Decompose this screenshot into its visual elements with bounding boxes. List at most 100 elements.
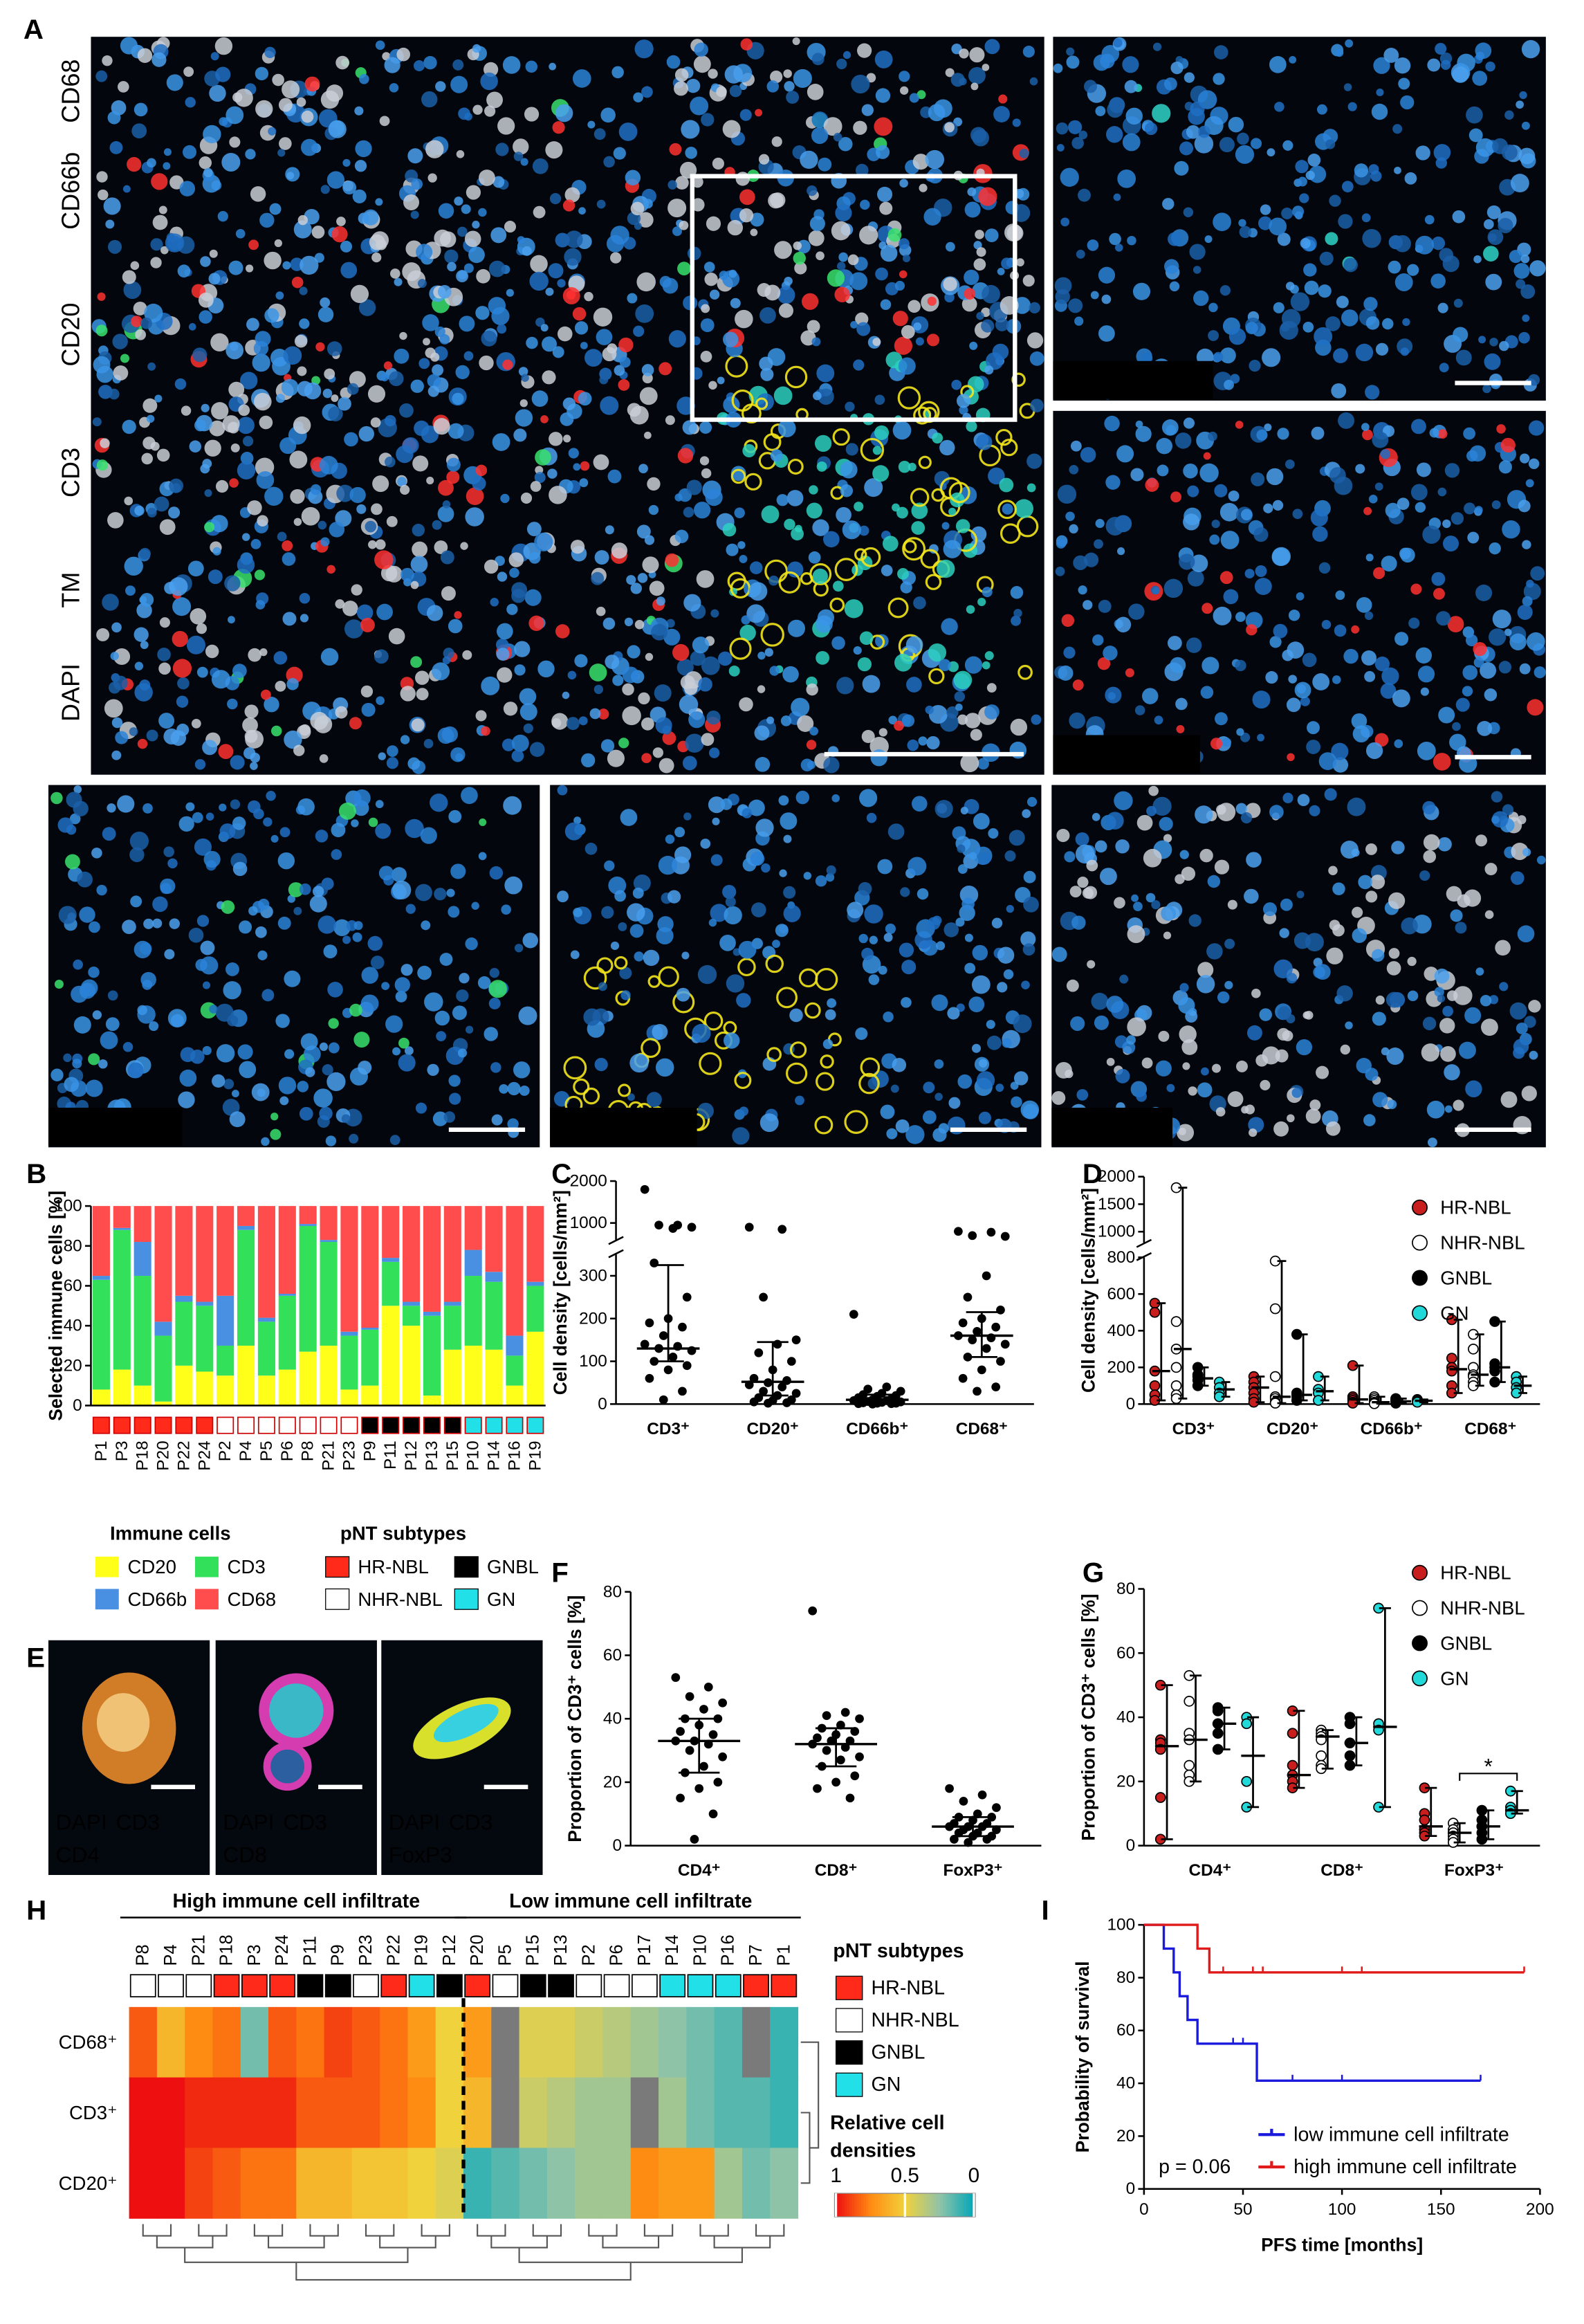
cell <box>934 1092 943 1101</box>
legend-label: GN <box>487 1589 515 1610</box>
cell <box>100 1031 118 1050</box>
heatmap-cell <box>324 2148 353 2219</box>
colorbar-slice <box>963 2193 966 2217</box>
cell <box>342 181 357 195</box>
cell <box>1166 1083 1175 1092</box>
bar-segment <box>299 1225 317 1352</box>
cell <box>813 391 822 401</box>
cell <box>793 68 812 88</box>
cell <box>113 365 129 381</box>
cell <box>442 656 451 665</box>
cell <box>1193 290 1209 306</box>
x-tick-label: CD3⁺ <box>1172 1420 1215 1438</box>
cell <box>1031 714 1042 725</box>
cell <box>984 704 1000 720</box>
cell <box>430 793 448 812</box>
cell <box>970 729 982 741</box>
cell <box>202 981 211 989</box>
cell <box>596 606 606 616</box>
cell <box>982 64 990 71</box>
cell <box>709 289 720 300</box>
cell <box>758 154 770 165</box>
bar-segment <box>237 1345 255 1406</box>
cell <box>264 486 284 506</box>
cell <box>203 125 221 144</box>
cell <box>720 798 733 810</box>
cell <box>277 852 295 870</box>
cell <box>1345 39 1354 48</box>
cell <box>999 477 1014 493</box>
cell <box>984 39 1000 55</box>
cell <box>964 656 983 674</box>
cell <box>920 549 940 569</box>
colorbar-slice <box>909 2193 913 2217</box>
cell <box>967 187 977 196</box>
cell <box>1516 279 1526 289</box>
cell <box>823 757 840 774</box>
data-point <box>685 1692 694 1701</box>
cell <box>1285 282 1295 291</box>
cell <box>266 790 276 801</box>
cell <box>578 716 588 726</box>
y-tick-label: 0 <box>1126 1836 1136 1855</box>
cell <box>1433 144 1451 161</box>
cell <box>135 329 147 340</box>
cell <box>708 796 726 814</box>
cell <box>669 143 682 156</box>
cell <box>142 979 153 990</box>
cell <box>957 844 966 853</box>
cell <box>630 583 643 594</box>
bar-segment <box>196 1301 214 1306</box>
cell <box>723 396 740 414</box>
cell <box>1201 603 1213 614</box>
data-point <box>1287 1728 1298 1739</box>
data-point <box>659 1331 668 1340</box>
cell <box>481 330 497 347</box>
cell <box>854 502 864 512</box>
cell <box>984 651 994 661</box>
cell <box>525 60 538 73</box>
cell <box>255 457 275 477</box>
cell <box>667 199 687 218</box>
cell <box>120 37 138 55</box>
cell <box>1094 1015 1109 1030</box>
x-tick-label: P19 <box>526 1440 544 1470</box>
cell <box>1394 235 1411 253</box>
colorbar-slice <box>956 2193 959 2217</box>
cell <box>1131 894 1139 902</box>
cell <box>411 718 425 732</box>
heatmap-cell <box>435 2148 464 2219</box>
cell <box>892 311 908 327</box>
cell <box>584 291 593 302</box>
cell <box>1282 792 1293 803</box>
cell <box>817 609 835 626</box>
cell <box>1014 499 1034 518</box>
bar-segment <box>403 1206 421 1302</box>
cell <box>573 816 582 825</box>
heatmap-cell <box>435 2006 464 2078</box>
cell <box>328 406 343 421</box>
x-tick-label: 0 <box>1139 2200 1149 2219</box>
legend-marker <box>1258 2128 1285 2137</box>
cell <box>375 539 386 550</box>
colorbar-slice <box>863 2193 866 2217</box>
cell <box>432 1111 448 1126</box>
cell <box>1228 490 1240 502</box>
cell <box>722 522 737 537</box>
cell <box>361 967 378 984</box>
channel-label: CD3 <box>116 1810 160 1835</box>
cell <box>1318 284 1332 298</box>
cell <box>385 1015 403 1033</box>
cell <box>139 679 151 691</box>
colorbar-slice <box>900 2193 903 2217</box>
cell <box>699 1052 722 1075</box>
cell <box>905 1125 925 1144</box>
cell <box>617 1083 632 1097</box>
cell <box>506 289 514 297</box>
cell <box>1466 106 1483 124</box>
cell <box>354 106 364 116</box>
data-point <box>703 1682 713 1692</box>
cell <box>1316 1065 1329 1079</box>
colorbar-slice <box>928 2193 932 2217</box>
